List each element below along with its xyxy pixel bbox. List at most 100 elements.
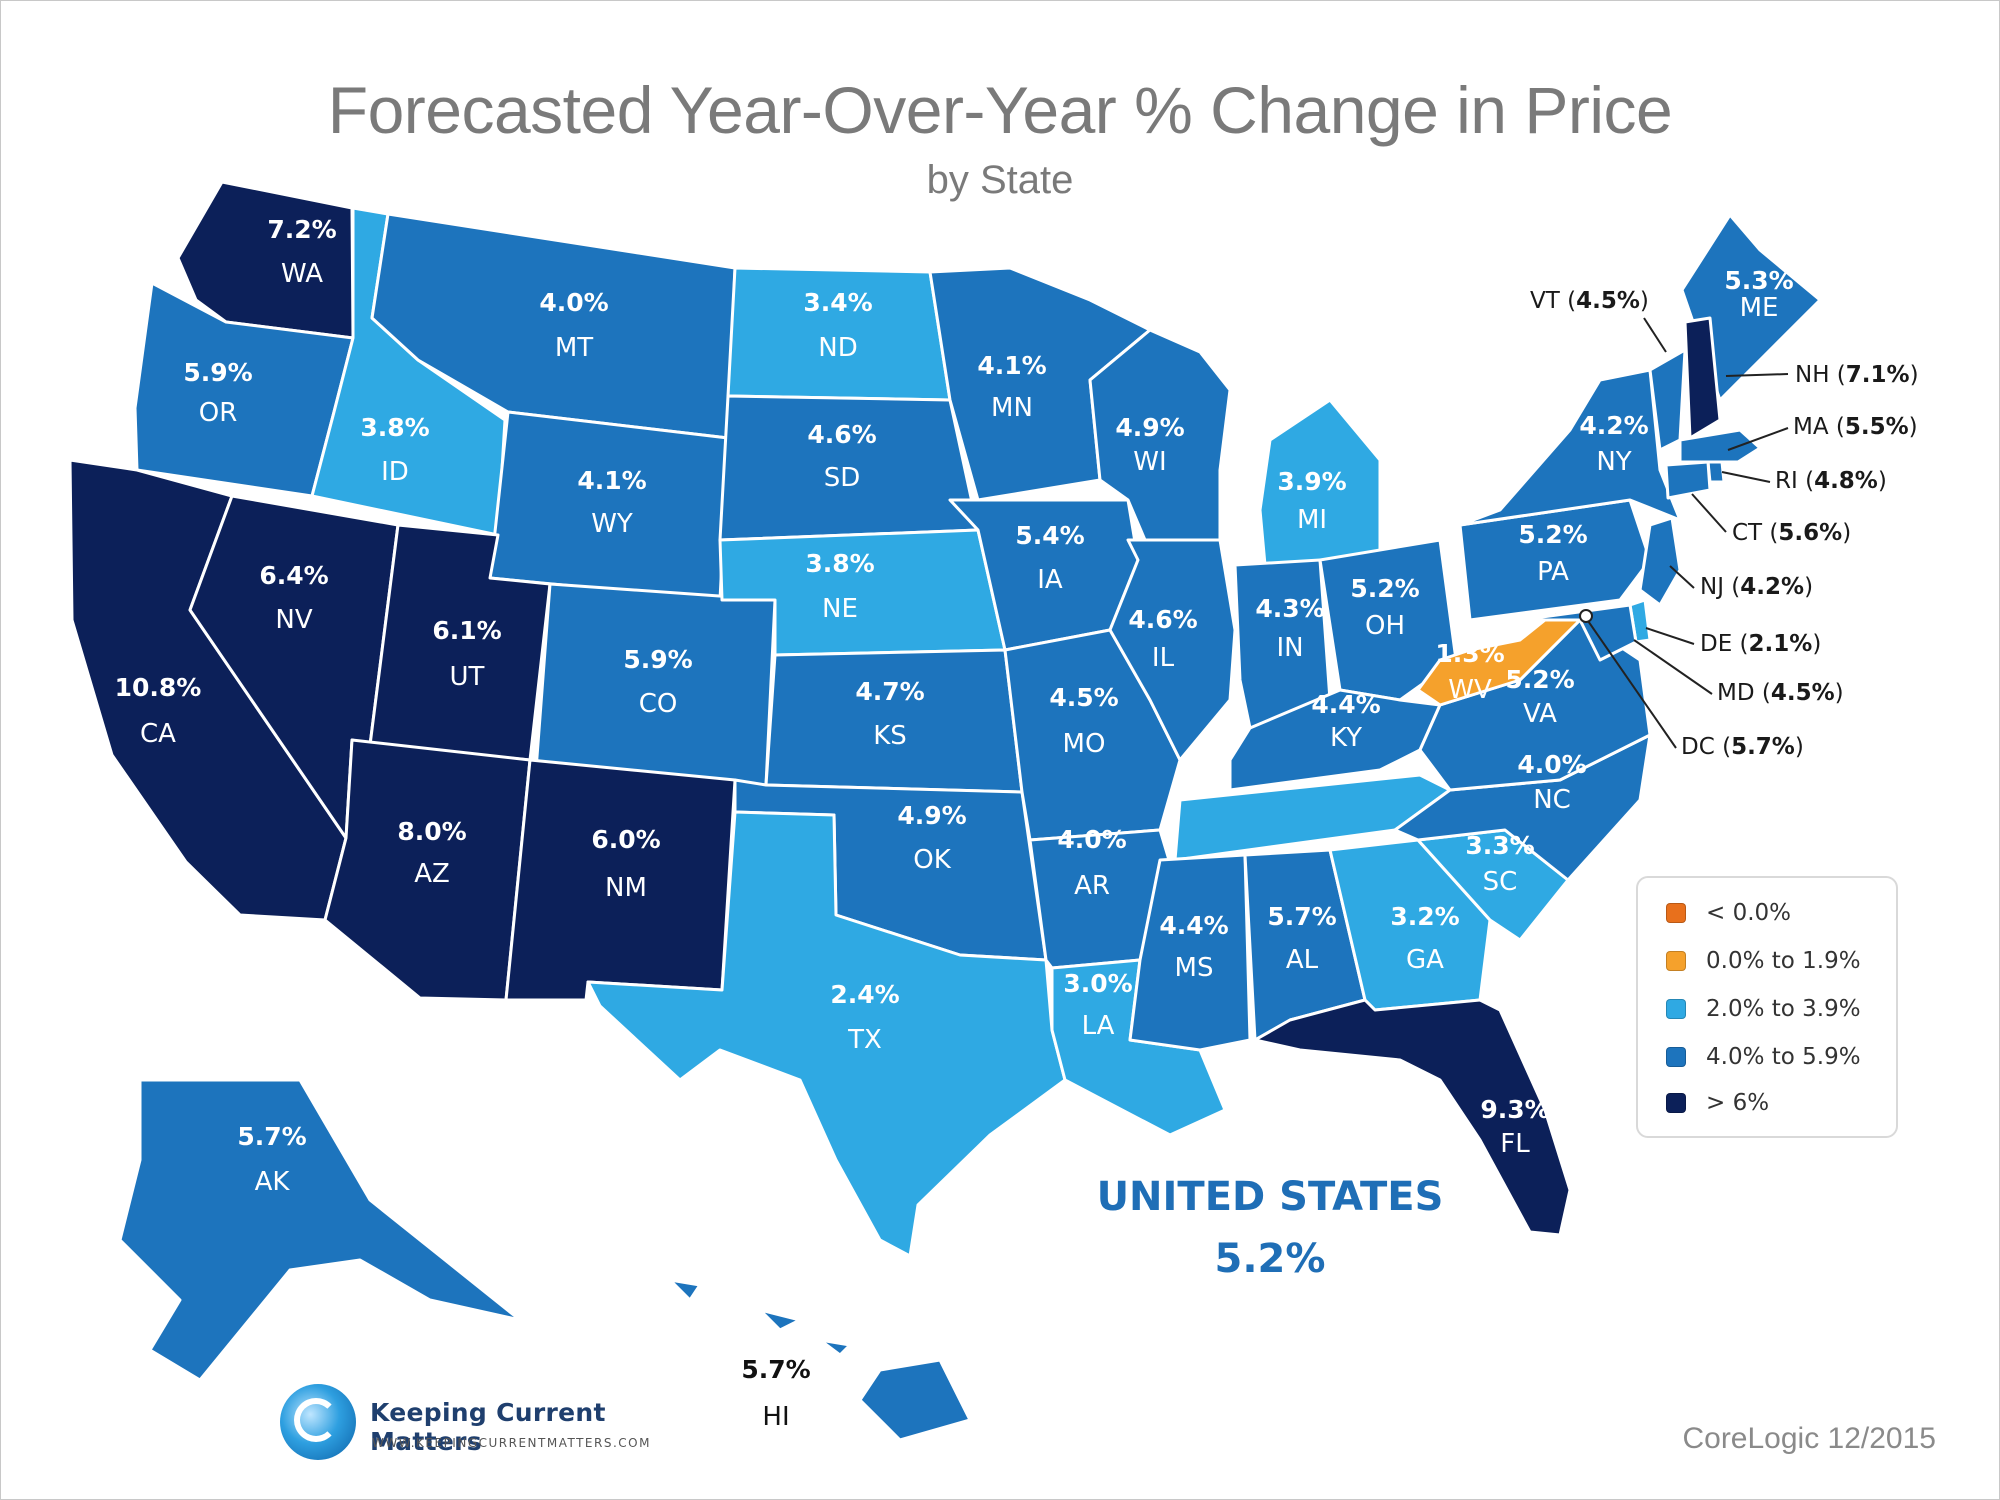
callout-leader-line xyxy=(1669,565,1695,589)
legend-item: 2.0% to 3.9% xyxy=(1666,994,1861,1024)
state-code-label: NV xyxy=(275,605,312,635)
state-value-label: 1.3% xyxy=(1435,639,1504,668)
state-code-label: FL xyxy=(1500,1129,1530,1159)
state-value-label: 3.8% xyxy=(360,413,429,442)
state-value-label: 5.7% xyxy=(1267,902,1336,931)
state-code-label: MS xyxy=(1175,953,1214,983)
callout-leader-line xyxy=(1643,317,1667,353)
state-code-label: WV xyxy=(1448,675,1492,705)
callout-leader-line xyxy=(1691,493,1727,533)
state-code-label: IN xyxy=(1276,633,1303,663)
callout-leader-line xyxy=(1633,639,1713,695)
state-code-label: MT xyxy=(555,333,593,363)
state-value-label: 5.3% xyxy=(1724,266,1793,295)
callout-leader-line xyxy=(1727,427,1789,451)
state-code-label: CO xyxy=(639,689,678,719)
state-code-label: NY xyxy=(1596,447,1631,477)
state-code-label: CA xyxy=(140,719,176,749)
state-code-label: HI xyxy=(762,1402,789,1432)
callout-label: DC (5.7%) xyxy=(1681,734,1804,760)
state-value-label: 4.7% xyxy=(855,677,924,706)
state-value-label: 2.4% xyxy=(830,980,899,1009)
map-subtitle: by State xyxy=(926,158,1074,202)
state-code-label: MO xyxy=(1063,729,1106,759)
state-value-label: 10.8% xyxy=(115,673,202,702)
state-ny xyxy=(1458,368,1682,527)
state-value-label: 3.8% xyxy=(805,549,874,578)
state-code-label: AZ xyxy=(414,859,450,889)
state-value-label: 8.0% xyxy=(397,817,466,846)
callout-label: MA (5.5%) xyxy=(1793,414,1918,440)
state-code-label: KY xyxy=(1330,723,1362,753)
state-code-label: OH xyxy=(1365,611,1405,641)
state-value-label: 4.6% xyxy=(1128,605,1197,634)
state-co xyxy=(534,582,777,787)
state-value-label: 4.1% xyxy=(577,466,646,495)
state-value-label: 5.2% xyxy=(1505,665,1574,694)
state-value-label: 4.9% xyxy=(897,801,966,830)
legend-label: < 0.0% xyxy=(1706,900,1792,926)
callout-label: CT (5.6%) xyxy=(1732,520,1851,546)
state-code-label: SC xyxy=(1483,867,1518,897)
brand-logo: Keeping Current Matters WWW.KEEPINGCURRE… xyxy=(280,1384,700,1464)
state-value-label: 3.3% xyxy=(1465,831,1534,860)
state-wy xyxy=(488,410,730,602)
state-code-label: AR xyxy=(1074,871,1110,901)
state-code-label: MN xyxy=(991,393,1033,423)
state-code-label: VA xyxy=(1523,699,1557,729)
dc-marker-icon xyxy=(1579,609,1593,623)
state-code-label: PA xyxy=(1537,557,1569,587)
state-value-label: 5.9% xyxy=(183,358,252,387)
state-wi xyxy=(1088,328,1232,542)
state-value-label: 6.1% xyxy=(432,616,501,645)
state-code-label: OK xyxy=(913,845,951,875)
legend-item: > 6% xyxy=(1666,1088,1769,1118)
state-code-label: TX xyxy=(847,1025,882,1055)
state-code-label: AK xyxy=(255,1167,291,1197)
state-value-label: 4.1% xyxy=(977,351,1046,380)
state-code-label: IA xyxy=(1037,565,1063,595)
state-code-label: UT xyxy=(450,662,485,692)
state-value-label: 5.7% xyxy=(741,1355,810,1384)
state-code-label: ID xyxy=(381,457,409,487)
state-hi xyxy=(668,1278,972,1442)
logo-name: Keeping Current Matters xyxy=(370,1398,606,1456)
legend-swatch-icon xyxy=(1666,903,1686,923)
national-name: UNITED STATES xyxy=(1096,1174,1444,1220)
callout-label: VT (4.5%) xyxy=(1530,288,1649,314)
state-value-label: 5.2% xyxy=(1518,520,1587,549)
state-value-label: 3.4% xyxy=(803,288,872,317)
state-value-label: 4.4% xyxy=(1311,690,1380,719)
map-legend: < 0.0% 0.0% to 1.9% 2.0% to 3.9% 4.0% to… xyxy=(1636,876,1898,1138)
state-code-label: LA xyxy=(1082,1011,1115,1041)
state-ma xyxy=(1678,428,1762,464)
map-title: Forecasted Year-Over-Year % Change in Pr… xyxy=(327,73,1673,147)
legend-swatch-icon xyxy=(1666,1093,1686,1113)
state-value-label: 5.2% xyxy=(1350,574,1419,603)
state-code-label: WA xyxy=(281,259,323,289)
callout-leader-line xyxy=(1721,471,1771,483)
state-code-label: WY xyxy=(591,509,633,539)
state-tx xyxy=(586,810,1067,1258)
state-value-label: 5.4% xyxy=(1015,521,1084,550)
state-value-label: 3.9% xyxy=(1277,467,1346,496)
state-value-label: 6.4% xyxy=(259,561,328,590)
callout-leader-line xyxy=(1645,627,1695,645)
state-value-label: 4.4% xyxy=(1159,911,1228,940)
legend-item: 0.0% to 1.9% xyxy=(1666,946,1861,976)
state-value-label: 5.9% xyxy=(623,645,692,674)
state-code-label: NC xyxy=(1533,785,1571,815)
logo-url: WWW.KEEPINGCURRENTMATTERS.COM xyxy=(372,1436,651,1450)
legend-label: 0.0% to 1.9% xyxy=(1706,948,1861,974)
state-code-label: IL xyxy=(1152,643,1175,673)
state-code-label: NE xyxy=(822,594,858,624)
state-code-label: MI xyxy=(1297,505,1327,535)
state-value-label: 5.7% xyxy=(237,1122,306,1151)
callout-leader-line xyxy=(1725,373,1789,377)
state-value-label: 9.3% xyxy=(1480,1095,1549,1124)
legend-item: < 0.0% xyxy=(1666,898,1791,928)
legend-item: 4.0% to 5.9% xyxy=(1666,1042,1861,1072)
state-code-label: AL xyxy=(1286,945,1319,975)
callout-label: DE (2.1%) xyxy=(1700,631,1821,657)
state-code-label: OR xyxy=(199,398,238,428)
